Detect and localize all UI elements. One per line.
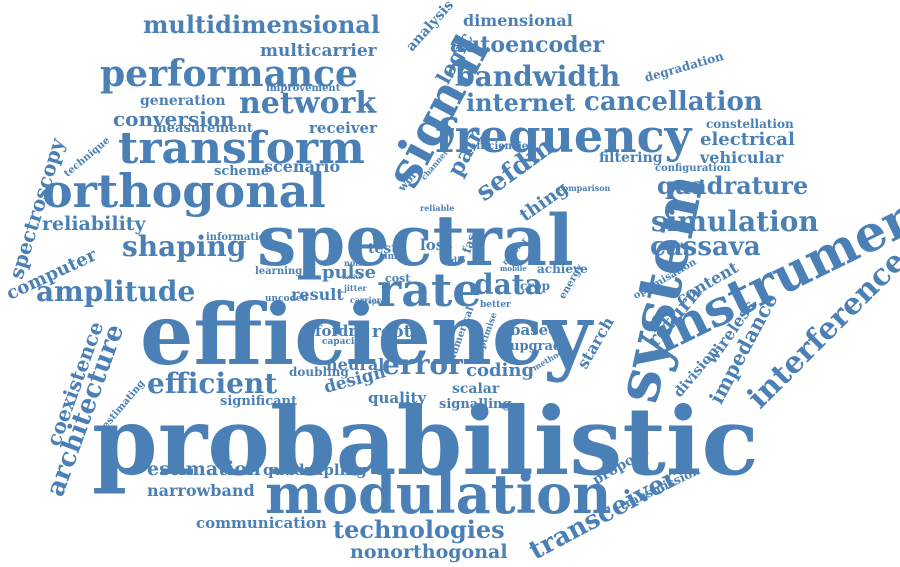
word-scalar: scalar [452,381,500,397]
word-noise: noise [344,258,368,268]
word-reliable: reliable [420,203,455,213]
word-estimation: estimation [147,458,261,480]
word-vehicular: vehicular [700,148,784,167]
word-efficiencies: efficiencies [470,141,534,152]
word-shaping: shaping [122,230,247,263]
word-result: result [291,285,344,304]
word-constellation: constellation [706,117,794,131]
word-doubling: doubling [289,365,349,379]
word-probabilistic: probabilistic [92,387,759,497]
word-reliability: reliability [42,213,146,235]
word-coding: coding [466,360,535,381]
word-amplitude: amplitude [36,275,196,308]
word-bandwidth: bandwidth [455,60,621,93]
word-carrier: carrier [350,295,381,305]
word-narrowband: narrowband [147,481,255,500]
word-uncoded: uncoded [265,294,308,304]
word-communication: communication [196,514,327,532]
word-rate: rate [377,263,482,317]
word-report: report [365,299,387,306]
word-measurement: measurement [153,121,253,136]
word-scenario: scenario [264,157,341,176]
word-transform: transform [118,123,365,174]
word-signalling: signalling [439,397,512,412]
word-efficient: efficient [147,367,278,400]
word-significant: significant [220,394,297,409]
word-autoencoder: autoencoder [450,32,605,58]
word-jitter: jitter [344,283,367,293]
word-based: based [510,321,559,339]
word-internet: internet [466,88,576,117]
word-mobile: mobile [500,264,527,273]
word-performance: performance [100,53,358,95]
word-time: time [380,252,403,262]
word-learning: learning [255,266,303,277]
word-capacity: capacity [322,337,364,347]
word-network: network [239,86,377,121]
word-spectral: spectral [257,199,574,282]
word-dimensional: dimensional [463,11,573,30]
word-information: information [206,232,273,243]
word-loss: loss [420,236,453,254]
word-technologies: technologies [333,515,505,544]
word-radio: radio [442,255,466,265]
word-scheme: scheme [214,164,269,179]
word-efficiency: efficiency [140,285,592,384]
word-conversion: conversion [113,107,235,131]
word-multicarrier: multicarrier [260,41,377,61]
word-fofdm: fofdm [315,322,365,340]
word-test: test [368,241,398,257]
word-frequency: frequency [435,109,692,163]
word-neural: neural [326,355,385,374]
word-upgrade: upgrade [510,339,571,354]
word-quadrupling: quadrupling [263,461,367,479]
word-cassava: cassava [650,232,761,262]
word-crop: crop [520,279,551,293]
word-comparison: comparison [558,183,611,193]
word-configuration: configuration [655,163,731,174]
word-quality: quality [368,389,427,407]
word-modulation: modulation [265,462,612,526]
word-error: error [382,348,463,381]
word-achieve: achieve [537,262,588,276]
word-multidimensional: multidimensional [143,10,380,39]
word-data: data [474,268,543,301]
word-simulation: simulation [651,205,819,238]
word-pulse: pulse [322,262,377,283]
word-better: better [480,300,511,310]
word-cancellation: cancellation [584,87,763,117]
word-degradation: degradation [642,48,726,85]
word-root: root [372,322,412,342]
word-receiver: receiver [309,119,377,137]
word-filtering: filtering [599,150,663,166]
word-native: native [342,274,363,281]
word-electrical: electrical [700,129,795,150]
word-quadrature: quadrature [657,171,809,200]
word-orthogonal: orthogonal [42,164,326,218]
word-cost: cost [385,272,411,285]
word-nonorthogonal: nonorthogonal [350,541,508,563]
word-generation: generation [140,93,226,109]
word-improvement: improvement [266,83,341,94]
